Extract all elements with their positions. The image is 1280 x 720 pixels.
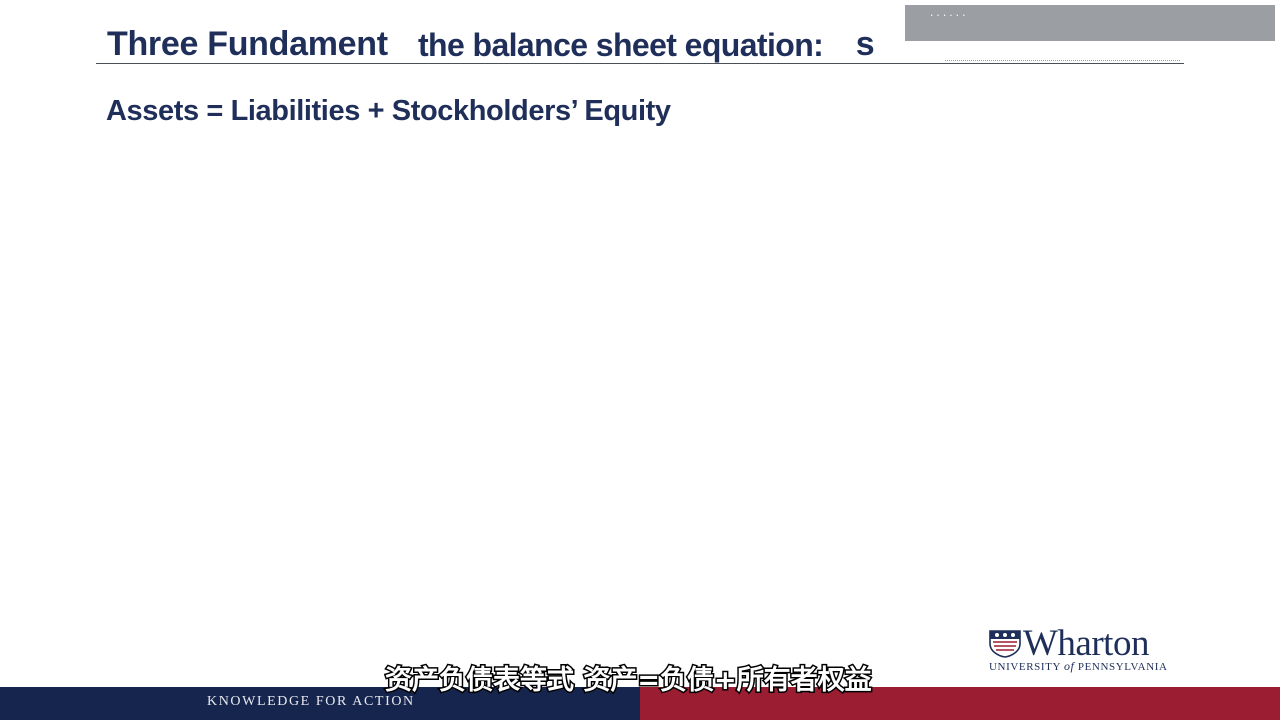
slide-title: Three Fundament s (107, 25, 875, 64)
footer-bar-red (640, 687, 1280, 720)
university-line: UNIVERSITY of PENNSYLVANIA (989, 659, 1168, 674)
logo-sub-of: of (1063, 659, 1075, 673)
penn-shield-icon (989, 630, 1021, 658)
slide-title-end: s (855, 25, 875, 63)
subtitle-caption: 资产负债表等式 资产=负债+所有者权益 (384, 664, 874, 698)
title-overlay-caption: the balance sheet equation: (417, 26, 825, 64)
wharton-logo: Wharton UNIVERSITY of PENNSYLVANIA (988, 623, 1193, 674)
title-dotted-divider (945, 60, 1180, 61)
logo-sub-university: UNIVERSITY (989, 661, 1061, 673)
logo-sub-pennsylvania: PENNSYLVANIA (1077, 661, 1168, 673)
corner-box-text: ...... (929, 9, 968, 19)
wharton-wordmark: Wharton (1023, 623, 1149, 664)
title-divider (96, 63, 1184, 64)
slide-title-start: Three Fundament (107, 25, 388, 63)
footer-tagline: KNOWLEDGE FOR ACTION (207, 694, 415, 709)
footer-bar-navy (0, 687, 640, 720)
balance-sheet-equation: Assets = Liabilities + Stockholders’ Equ… (106, 95, 671, 127)
corner-gray-box: ...... (905, 5, 1275, 41)
